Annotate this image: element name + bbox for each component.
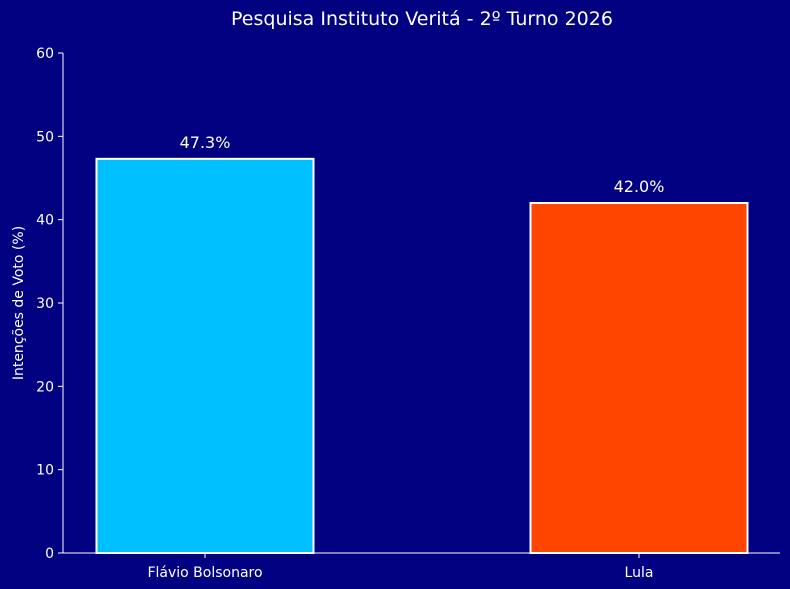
y-tick-label: 60 (36, 46, 54, 62)
y-tick-label: 0 (45, 546, 54, 562)
x-category-label: Lula (625, 565, 654, 581)
chart-title: Pesquisa Instituto Veritá - 2º Turno 202… (231, 8, 613, 30)
y-tick-label: 30 (36, 296, 54, 312)
x-ticks-layer: Flávio Bolsonaro Lula (147, 553, 653, 581)
y-tick-label: 20 (36, 379, 54, 395)
bar-data-label: 47.3% (180, 133, 231, 152)
y-axis-label: Intenções de Voto (%) (11, 226, 27, 380)
x-category-label: Flávio Bolsonaro (147, 565, 262, 581)
y-tick-label: 10 (36, 463, 54, 479)
y-ticks-layer: 0 10 20 30 40 50 60 (36, 46, 63, 562)
y-tick-label: 40 (36, 213, 54, 229)
bar-flavio-bolsonaro (95, 157, 315, 554)
data-labels-layer: 47.3% 42.0% (180, 133, 665, 196)
bar-data-label: 42.0% (614, 177, 665, 196)
bar-lula (529, 202, 749, 554)
bars-layer (95, 157, 749, 554)
y-tick-label: 50 (36, 129, 54, 145)
